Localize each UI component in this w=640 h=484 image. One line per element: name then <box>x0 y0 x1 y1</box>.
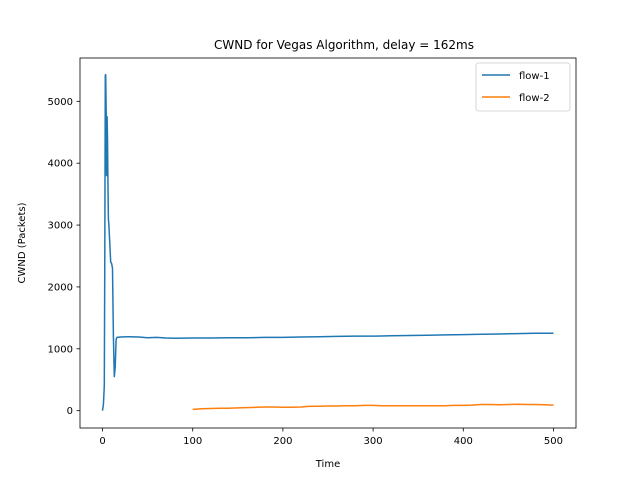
x-axis-ticks: 0 100 200 300 400 500 <box>99 428 563 447</box>
x-tick-label: 400 <box>454 436 473 447</box>
y-tick-label: 5000 <box>48 97 73 108</box>
series-lines <box>101 73 554 411</box>
legend: flow-1 flow-2 <box>475 62 571 112</box>
y-axis-ticks: 0 1000 2000 3000 4000 5000 <box>48 97 80 417</box>
series-line-flow-2 <box>192 403 554 411</box>
y-axis-label: CWND (Packets) <box>17 202 28 283</box>
x-tick-label: 200 <box>273 436 292 447</box>
x-tick-label: 300 <box>364 436 383 447</box>
x-axis-label: Time <box>315 459 340 470</box>
legend-label-flow-2: flow-2 <box>519 93 550 104</box>
y-tick-label: 4000 <box>48 159 73 170</box>
series-line-flow-1 <box>101 73 554 411</box>
x-tick-label: 100 <box>183 436 202 447</box>
chart-title: CWND for Vegas Algorithm, delay = 162ms <box>214 38 474 52</box>
x-tick-label: 500 <box>544 436 563 447</box>
y-tick-label: 2000 <box>48 282 73 293</box>
plot-area <box>79 57 577 429</box>
y-tick-label: 1000 <box>48 344 73 355</box>
x-tick-label: 0 <box>99 436 105 447</box>
y-tick-label: 3000 <box>48 221 73 232</box>
y-tick-label: 0 <box>67 406 73 417</box>
legend-label-flow-1: flow-1 <box>519 71 550 82</box>
